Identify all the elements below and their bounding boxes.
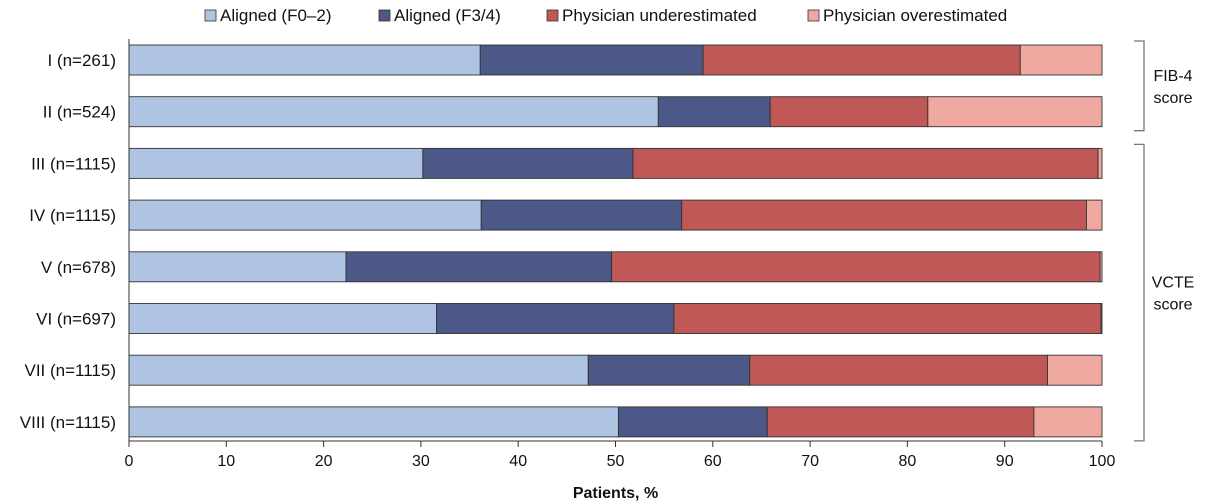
- legend-label-0: Aligned (F0–2): [220, 6, 332, 25]
- category-label-0: I (n=261): [47, 51, 116, 70]
- x-tick-label-10: 100: [1089, 453, 1116, 470]
- bar-segment-0-0: [128, 44, 481, 76]
- bar-segment-1-3: [927, 96, 1103, 128]
- legend-swatch-1: [378, 9, 391, 22]
- bar-segment-5-3: [1100, 303, 1103, 334]
- x-tick-label-0: 0: [125, 453, 134, 470]
- bar-segment-7-3: [1033, 406, 1103, 438]
- legend-swatch-0: [204, 9, 217, 22]
- bar-segment-2-3: [1097, 147, 1103, 179]
- category-label-5: VI (n=697): [36, 310, 116, 329]
- category-label-3: IV (n=1115): [29, 206, 116, 225]
- x-tick-label-9: 90: [996, 453, 1014, 470]
- group-brackets: FIB-4 score VCTE score: [1134, 40, 1195, 442]
- category-label-1: II (n=524): [43, 103, 116, 122]
- x-tick-label-7: 70: [801, 453, 819, 470]
- bar-segment-4-1: [345, 251, 613, 283]
- bar-segment-6-2: [749, 354, 1048, 386]
- bar-segment-1-0: [128, 96, 659, 128]
- category-labels: I (n=261) II (n=524) III (n=1115) IV (n=111…: [20, 51, 116, 432]
- bar-segment-2-2: [632, 147, 1099, 179]
- bar-segment-4-2: [611, 251, 1101, 283]
- bar-segment-4-0: [128, 251, 347, 283]
- bar-segment-3-2: [681, 199, 1087, 231]
- bar-segment-7-0: [128, 406, 619, 438]
- x-tick-label-3: 30: [412, 453, 430, 470]
- x-axis: 0 10 20 30 40 50 60 70 80 90 100: [125, 39, 1116, 470]
- bar-segment-6-0: [128, 354, 589, 386]
- legend-label-1: Aligned (F3/4): [394, 6, 501, 25]
- bar-segment-0-3: [1019, 44, 1103, 76]
- bar-segment-5-2: [673, 303, 1102, 334]
- group-label-0-0: FIB-4: [1153, 68, 1192, 85]
- bar-segment-3-1: [480, 199, 683, 231]
- bar-segment-6-1: [587, 354, 751, 386]
- legend: Aligned (F0–2) Aligned (F3/4) Physician un…: [204, 6, 1007, 25]
- x-tick-label-5: 50: [607, 453, 625, 470]
- bar-segment-4-3: [1099, 251, 1103, 283]
- bar-segment-3-3: [1085, 199, 1103, 231]
- group-bracket-1: [1134, 143, 1145, 442]
- legend-label-2: Physician underestimated: [562, 6, 757, 25]
- bar-segment-2-1: [422, 147, 634, 179]
- category-label-2: III (n=1115): [31, 154, 116, 173]
- legend-swatch-2: [546, 9, 559, 22]
- x-tick-label-6: 60: [704, 453, 722, 470]
- bar-segment-6-3: [1047, 354, 1103, 386]
- bar-segment-3-0: [128, 199, 482, 231]
- group-label-0-1: score: [1153, 90, 1192, 107]
- x-axis-title: Patients, %: [573, 485, 658, 502]
- category-label-4: V (n=678): [41, 258, 116, 277]
- x-tick-label-2: 20: [315, 453, 333, 470]
- group-label-1-0: VCTE: [1152, 275, 1195, 292]
- group-label-1-1: score: [1153, 297, 1192, 314]
- x-tick-label-4: 40: [509, 453, 527, 470]
- category-label-6: VII (n=1115): [24, 361, 116, 380]
- bar-segment-1-1: [657, 96, 771, 128]
- group-bracket-0: [1134, 40, 1145, 132]
- legend-label-3: Physician overestimated: [823, 6, 1007, 25]
- bar-segment-5-0: [128, 303, 437, 334]
- category-label-7: VIII (n=1115): [20, 413, 116, 432]
- bar-segment-7-2: [766, 406, 1035, 438]
- x-tick-label-8: 80: [899, 453, 917, 470]
- bar-segment-0-2: [702, 44, 1021, 76]
- bar-segment-7-1: [617, 406, 768, 438]
- x-tick-label-1: 10: [217, 453, 235, 470]
- bars: [128, 44, 1103, 438]
- bar-segment-1-2: [769, 96, 929, 128]
- legend-swatch-3: [807, 9, 820, 22]
- bar-segment-0-1: [479, 44, 704, 76]
- bar-segment-2-0: [128, 147, 424, 179]
- bar-segment-5-1: [436, 303, 675, 334]
